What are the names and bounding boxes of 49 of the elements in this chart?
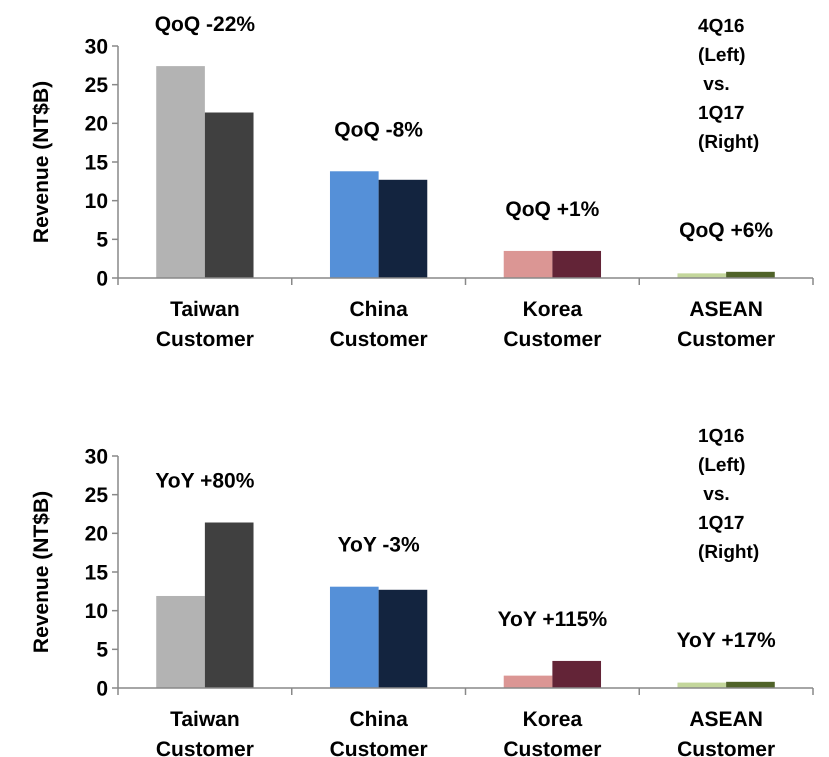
- annotation: QoQ +1%: [505, 198, 600, 221]
- x-tick-label: ASEAN Customer: [677, 298, 776, 351]
- y-tick-label: 30: [84, 35, 108, 58]
- bar: [156, 596, 205, 688]
- y-tick-label: 20: [84, 522, 108, 546]
- bar: [156, 66, 205, 278]
- bar: [504, 250, 552, 278]
- annotation: YoY +115%: [498, 608, 608, 631]
- y-tick-label: 5: [96, 228, 108, 252]
- x-tick-label: Taiwan Customer: [156, 298, 254, 351]
- y-tick-label: 15: [84, 561, 108, 584]
- y-tick-label: 0: [96, 267, 108, 290]
- x-tick-label: Korea Customer: [503, 298, 602, 351]
- x-tick-label: ASEAN Customer: [677, 708, 776, 757]
- annotation: 4Q16 (Left) vs. 1Q17 (Right): [698, 16, 760, 153]
- y-tick-label: 25: [84, 484, 108, 508]
- x-tick-label: Taiwan Customer: [156, 708, 254, 757]
- y-tick-label: 30: [84, 445, 108, 468]
- y-axis-title: Revenue (NT$B): [30, 490, 53, 654]
- bar: [378, 180, 428, 278]
- annotation: YoY -3%: [338, 534, 420, 557]
- y-tick-label: 15: [84, 151, 108, 174]
- x-tick-label: Korea Customer: [503, 708, 602, 757]
- y-tick-label: 5: [96, 638, 108, 662]
- y-tick-label: 10: [84, 190, 108, 214]
- y-tick-label: 20: [84, 112, 108, 136]
- annotation: 1Q16 (Left) vs. 1Q17 (Right): [698, 426, 760, 563]
- x-tick-label: China Customer: [330, 298, 428, 351]
- annotation: QoQ +6%: [679, 218, 774, 242]
- bar: [552, 660, 602, 688]
- bar: [330, 586, 379, 688]
- bar: [204, 522, 254, 688]
- y-tick-label: 25: [84, 74, 108, 98]
- y-axis-title: Revenue (NT$B): [30, 80, 53, 244]
- bar: [378, 590, 428, 688]
- bar: [726, 272, 775, 278]
- x-tick-label: China Customer: [330, 708, 428, 757]
- bar: [677, 682, 726, 688]
- annotation: QoQ -8%: [334, 118, 424, 142]
- annotation: QoQ -22%: [154, 13, 256, 36]
- annotation: YoY +80%: [155, 470, 255, 493]
- bar: [504, 676, 552, 688]
- y-tick-label: 0: [96, 677, 108, 700]
- bar: [330, 171, 379, 278]
- bar: [204, 112, 254, 278]
- bar: [726, 682, 775, 688]
- bar: [552, 250, 602, 278]
- annotation: YoY +17%: [676, 628, 776, 652]
- y-tick-label: 10: [84, 600, 108, 624]
